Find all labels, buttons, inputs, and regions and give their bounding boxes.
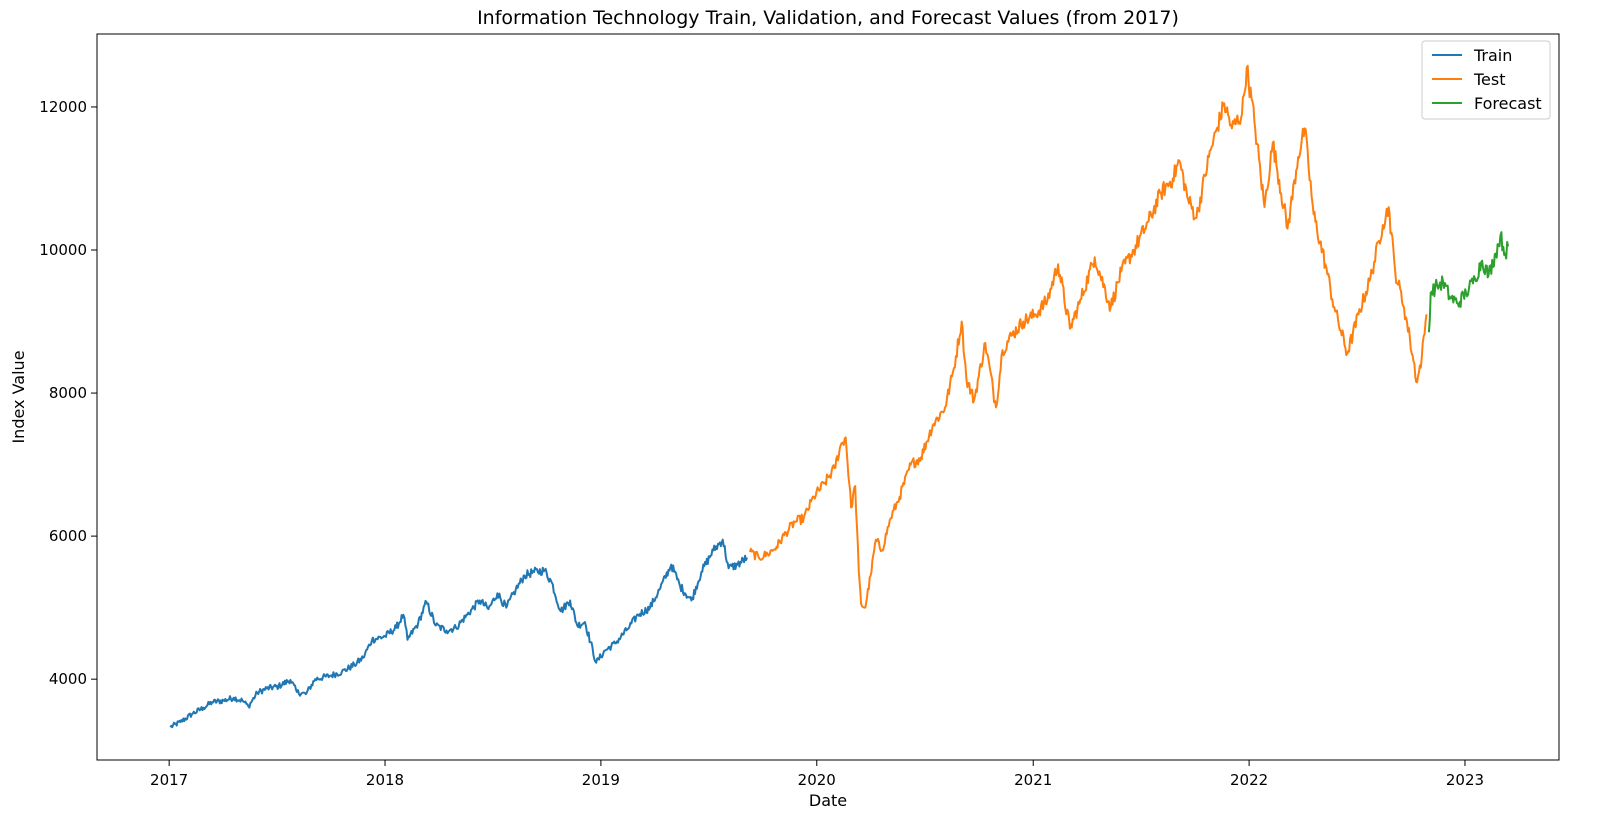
x-axis: 2017 2018 2019 2020 2021 2022 2023 xyxy=(150,760,1484,789)
series-line-forecast xyxy=(1427,231,1510,333)
x-tick-label: 2018 xyxy=(366,771,404,789)
x-tick-label: 2023 xyxy=(1446,771,1484,789)
legend: Train Test Forecast xyxy=(1421,40,1551,120)
x-tick-label: 2021 xyxy=(1014,771,1052,789)
x-tick-label: 2022 xyxy=(1230,771,1268,789)
y-tick-label: 8000 xyxy=(49,384,87,402)
legend-box xyxy=(1421,40,1551,120)
y-axis-label: Index Value xyxy=(9,350,28,443)
legend-label-train: Train xyxy=(1473,46,1512,65)
x-tick-label: 2019 xyxy=(582,771,620,789)
y-tick-label: 4000 xyxy=(49,670,87,688)
series-line-train xyxy=(169,538,748,729)
y-axis: 4000 6000 8000 10000 12000 xyxy=(39,98,97,688)
series-line-test xyxy=(748,64,1428,609)
x-tick-label: 2017 xyxy=(150,771,188,789)
y-tick-label: 10000 xyxy=(39,241,87,259)
plot-frame xyxy=(96,33,1560,761)
x-tick-label: 2020 xyxy=(798,771,836,789)
legend-label-forecast: Forecast xyxy=(1474,94,1542,113)
legend-label-test: Test xyxy=(1473,70,1506,89)
chart-title: Information Technology Train, Validation… xyxy=(477,7,1179,29)
y-tick-label: 12000 xyxy=(39,98,87,116)
y-tick-label: 6000 xyxy=(49,527,87,545)
series-layer xyxy=(169,64,1510,729)
x-axis-label: Date xyxy=(809,791,847,810)
